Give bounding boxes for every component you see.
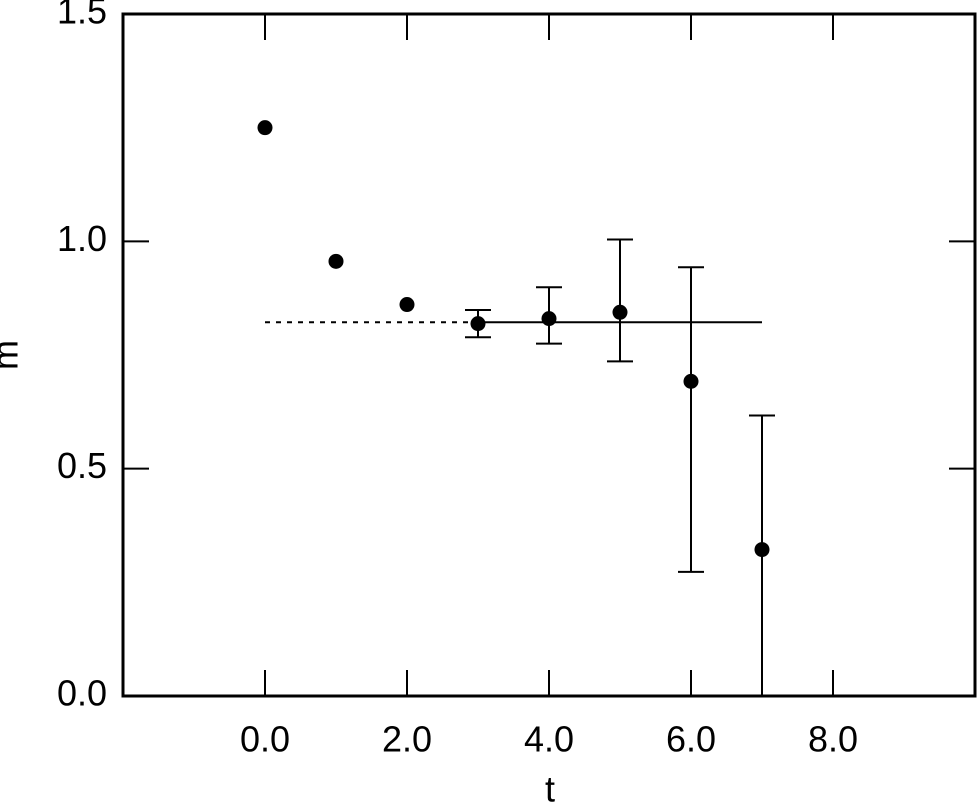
data-point: [754, 542, 770, 558]
data-point: [399, 297, 415, 313]
y-tick-label: 1.5: [57, 0, 107, 32]
x-tick-label: 0.0: [240, 719, 290, 760]
error-bar: [607, 238, 633, 363]
data-point: [683, 373, 699, 389]
plot-area: [257, 120, 775, 696]
y-tick-label: 0.5: [57, 445, 107, 486]
x-tick-label: 4.0: [524, 719, 574, 760]
y-tick-label: 0.0: [57, 673, 107, 714]
x-axis-label: t: [545, 769, 555, 806]
error-bar: [678, 266, 704, 573]
data-point: [541, 311, 557, 327]
x-tick-label: 8.0: [808, 719, 858, 760]
error-bar: [749, 414, 775, 696]
x-tick-label: 2.0: [382, 719, 432, 760]
y-axis-label: m: [0, 340, 26, 370]
y-tick-label: 1.0: [57, 218, 107, 259]
data-point: [328, 253, 344, 269]
data-point: [612, 304, 628, 320]
data-point: [257, 120, 273, 136]
plot-frame: [121, 12, 977, 698]
x-tick-label: 6.0: [666, 719, 716, 760]
data-point: [470, 316, 486, 332]
